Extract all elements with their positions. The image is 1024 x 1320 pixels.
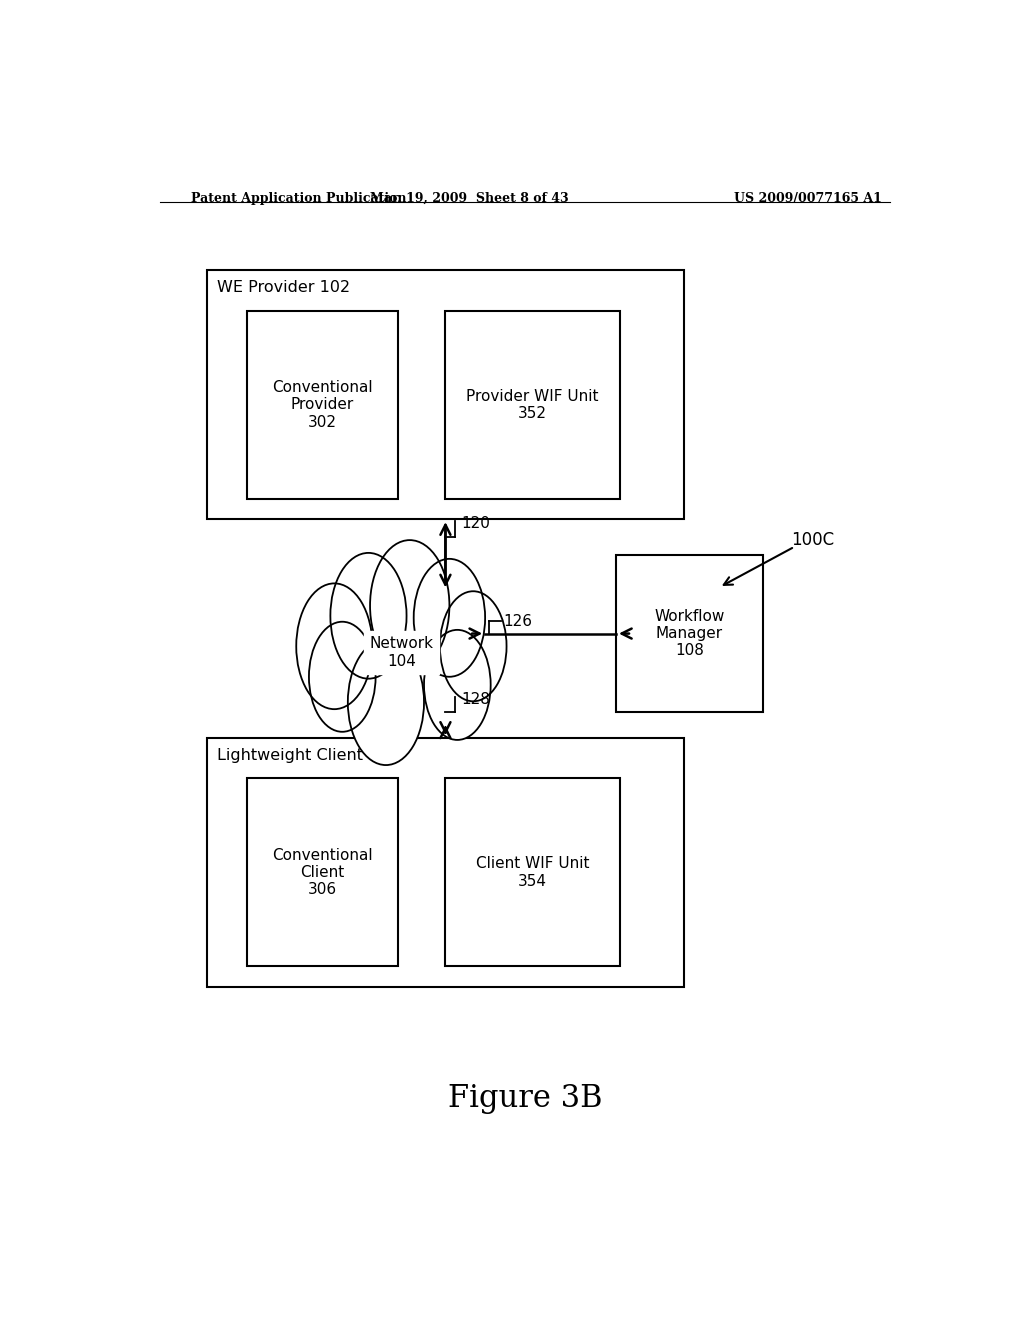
Ellipse shape: [348, 639, 424, 766]
Ellipse shape: [370, 540, 450, 671]
Text: Figure 3B: Figure 3B: [447, 1084, 602, 1114]
Text: 120: 120: [462, 516, 490, 532]
Text: Client WIF Unit
354: Client WIF Unit 354: [476, 857, 590, 888]
Bar: [207, 738, 684, 987]
Text: Conventional
Provider
302: Conventional Provider 302: [272, 380, 373, 430]
Text: 126: 126: [504, 614, 532, 628]
Bar: [445, 312, 621, 499]
Text: Network
104: Network 104: [370, 636, 434, 668]
Ellipse shape: [314, 595, 489, 718]
Text: Lightweight Client 110: Lightweight Client 110: [217, 748, 398, 763]
Bar: [445, 779, 621, 966]
Text: Patent Application Publication: Patent Application Publication: [191, 191, 407, 205]
Text: 100C: 100C: [791, 531, 834, 549]
Text: Mar. 19, 2009  Sheet 8 of 43: Mar. 19, 2009 Sheet 8 of 43: [370, 191, 568, 205]
Text: Workflow
Manager
108: Workflow Manager 108: [654, 609, 725, 659]
Text: US 2009/0077165 A1: US 2009/0077165 A1: [734, 191, 882, 205]
Bar: [616, 554, 763, 713]
Ellipse shape: [296, 583, 373, 709]
Bar: [207, 271, 684, 519]
Bar: [247, 312, 397, 499]
Ellipse shape: [331, 553, 407, 678]
Ellipse shape: [414, 558, 485, 677]
Bar: [247, 779, 397, 966]
Ellipse shape: [440, 591, 507, 701]
Text: 128: 128: [462, 692, 490, 706]
Text: Conventional
Client
306: Conventional Client 306: [272, 847, 373, 898]
Ellipse shape: [424, 630, 490, 741]
Text: WE Provider 102: WE Provider 102: [217, 280, 350, 296]
Text: Provider WIF Unit
352: Provider WIF Unit 352: [467, 388, 599, 421]
Ellipse shape: [309, 622, 376, 731]
